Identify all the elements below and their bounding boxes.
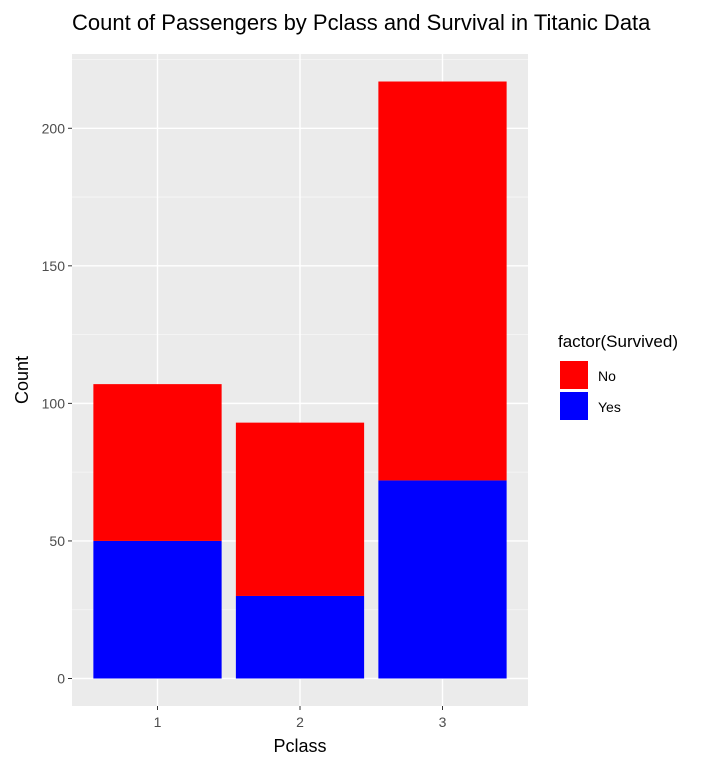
y-tick-label: 150 xyxy=(42,258,66,274)
x-tick-label: 1 xyxy=(154,714,162,730)
bar-segment-no-2 xyxy=(235,422,365,596)
legend-key-yes xyxy=(560,392,588,420)
bar-segment-no-1 xyxy=(93,384,222,541)
bars xyxy=(93,81,507,679)
y-tick-label: 50 xyxy=(49,533,65,549)
legend-label-no: No xyxy=(598,368,616,384)
x-axis-title: Pclass xyxy=(273,736,326,756)
chart-title: Count of Passengers by Pclass and Surviv… xyxy=(72,10,651,35)
y-tick-label: 200 xyxy=(42,120,66,136)
legend-label-yes: Yes xyxy=(598,399,621,415)
x-tick-label: 3 xyxy=(439,714,447,730)
bar-segment-yes-2 xyxy=(235,595,365,679)
legend-title: factor(Survived) xyxy=(558,332,678,351)
y-tick-label: 100 xyxy=(42,395,66,411)
y-axis-title: Count xyxy=(12,356,32,404)
legend: factor(Survived) No Yes xyxy=(558,332,678,420)
legend-key-no xyxy=(560,361,588,389)
x-tick-label: 2 xyxy=(296,714,304,730)
bar-segment-yes-1 xyxy=(93,540,222,679)
y-axis: 0 50 100 150 200 xyxy=(42,120,72,686)
y-tick-label: 0 xyxy=(57,670,65,686)
x-axis: 1 2 3 xyxy=(154,706,447,730)
bar-segment-yes-3 xyxy=(378,480,507,679)
bar-segment-no-3 xyxy=(378,81,507,481)
